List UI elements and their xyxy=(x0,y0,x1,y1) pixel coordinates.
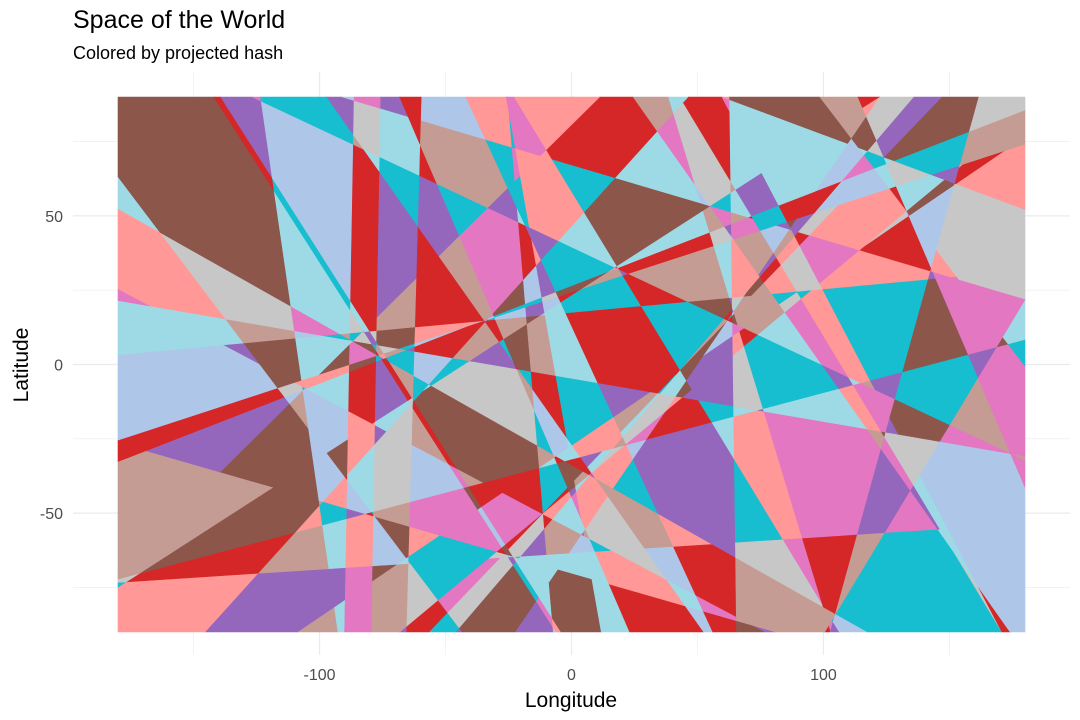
hash-cell xyxy=(260,96,354,145)
hash-cell xyxy=(342,96,354,101)
hash-cell xyxy=(729,96,840,135)
chart-subtitle: Colored by projected hash xyxy=(73,43,284,63)
hash-cell xyxy=(399,96,422,121)
x-axis-title: Longitude xyxy=(525,689,617,712)
hash-cell xyxy=(801,534,858,614)
y-tick-label: 0 xyxy=(54,358,63,375)
plot-area xyxy=(117,96,1026,633)
hash-cell xyxy=(513,96,601,151)
hash-cell xyxy=(349,143,380,328)
hash-cell xyxy=(344,513,374,568)
hash-cell xyxy=(679,96,689,103)
x-axis-ticks: -100 0 100 xyxy=(304,667,837,684)
y-tick-label: 50 xyxy=(45,209,63,226)
hash-cell xyxy=(372,430,412,512)
hash-cell xyxy=(857,96,881,109)
y-tick-label: -50 xyxy=(40,506,63,523)
x-tick-label: -100 xyxy=(304,667,336,684)
x-tick-label: 100 xyxy=(810,667,837,684)
chart-title: Space of the World xyxy=(73,6,286,34)
y-axis-ticks: -50 0 50 xyxy=(40,209,63,523)
y-axis-title: Latitude xyxy=(10,328,33,403)
x-tick-label: 0 xyxy=(567,667,576,684)
